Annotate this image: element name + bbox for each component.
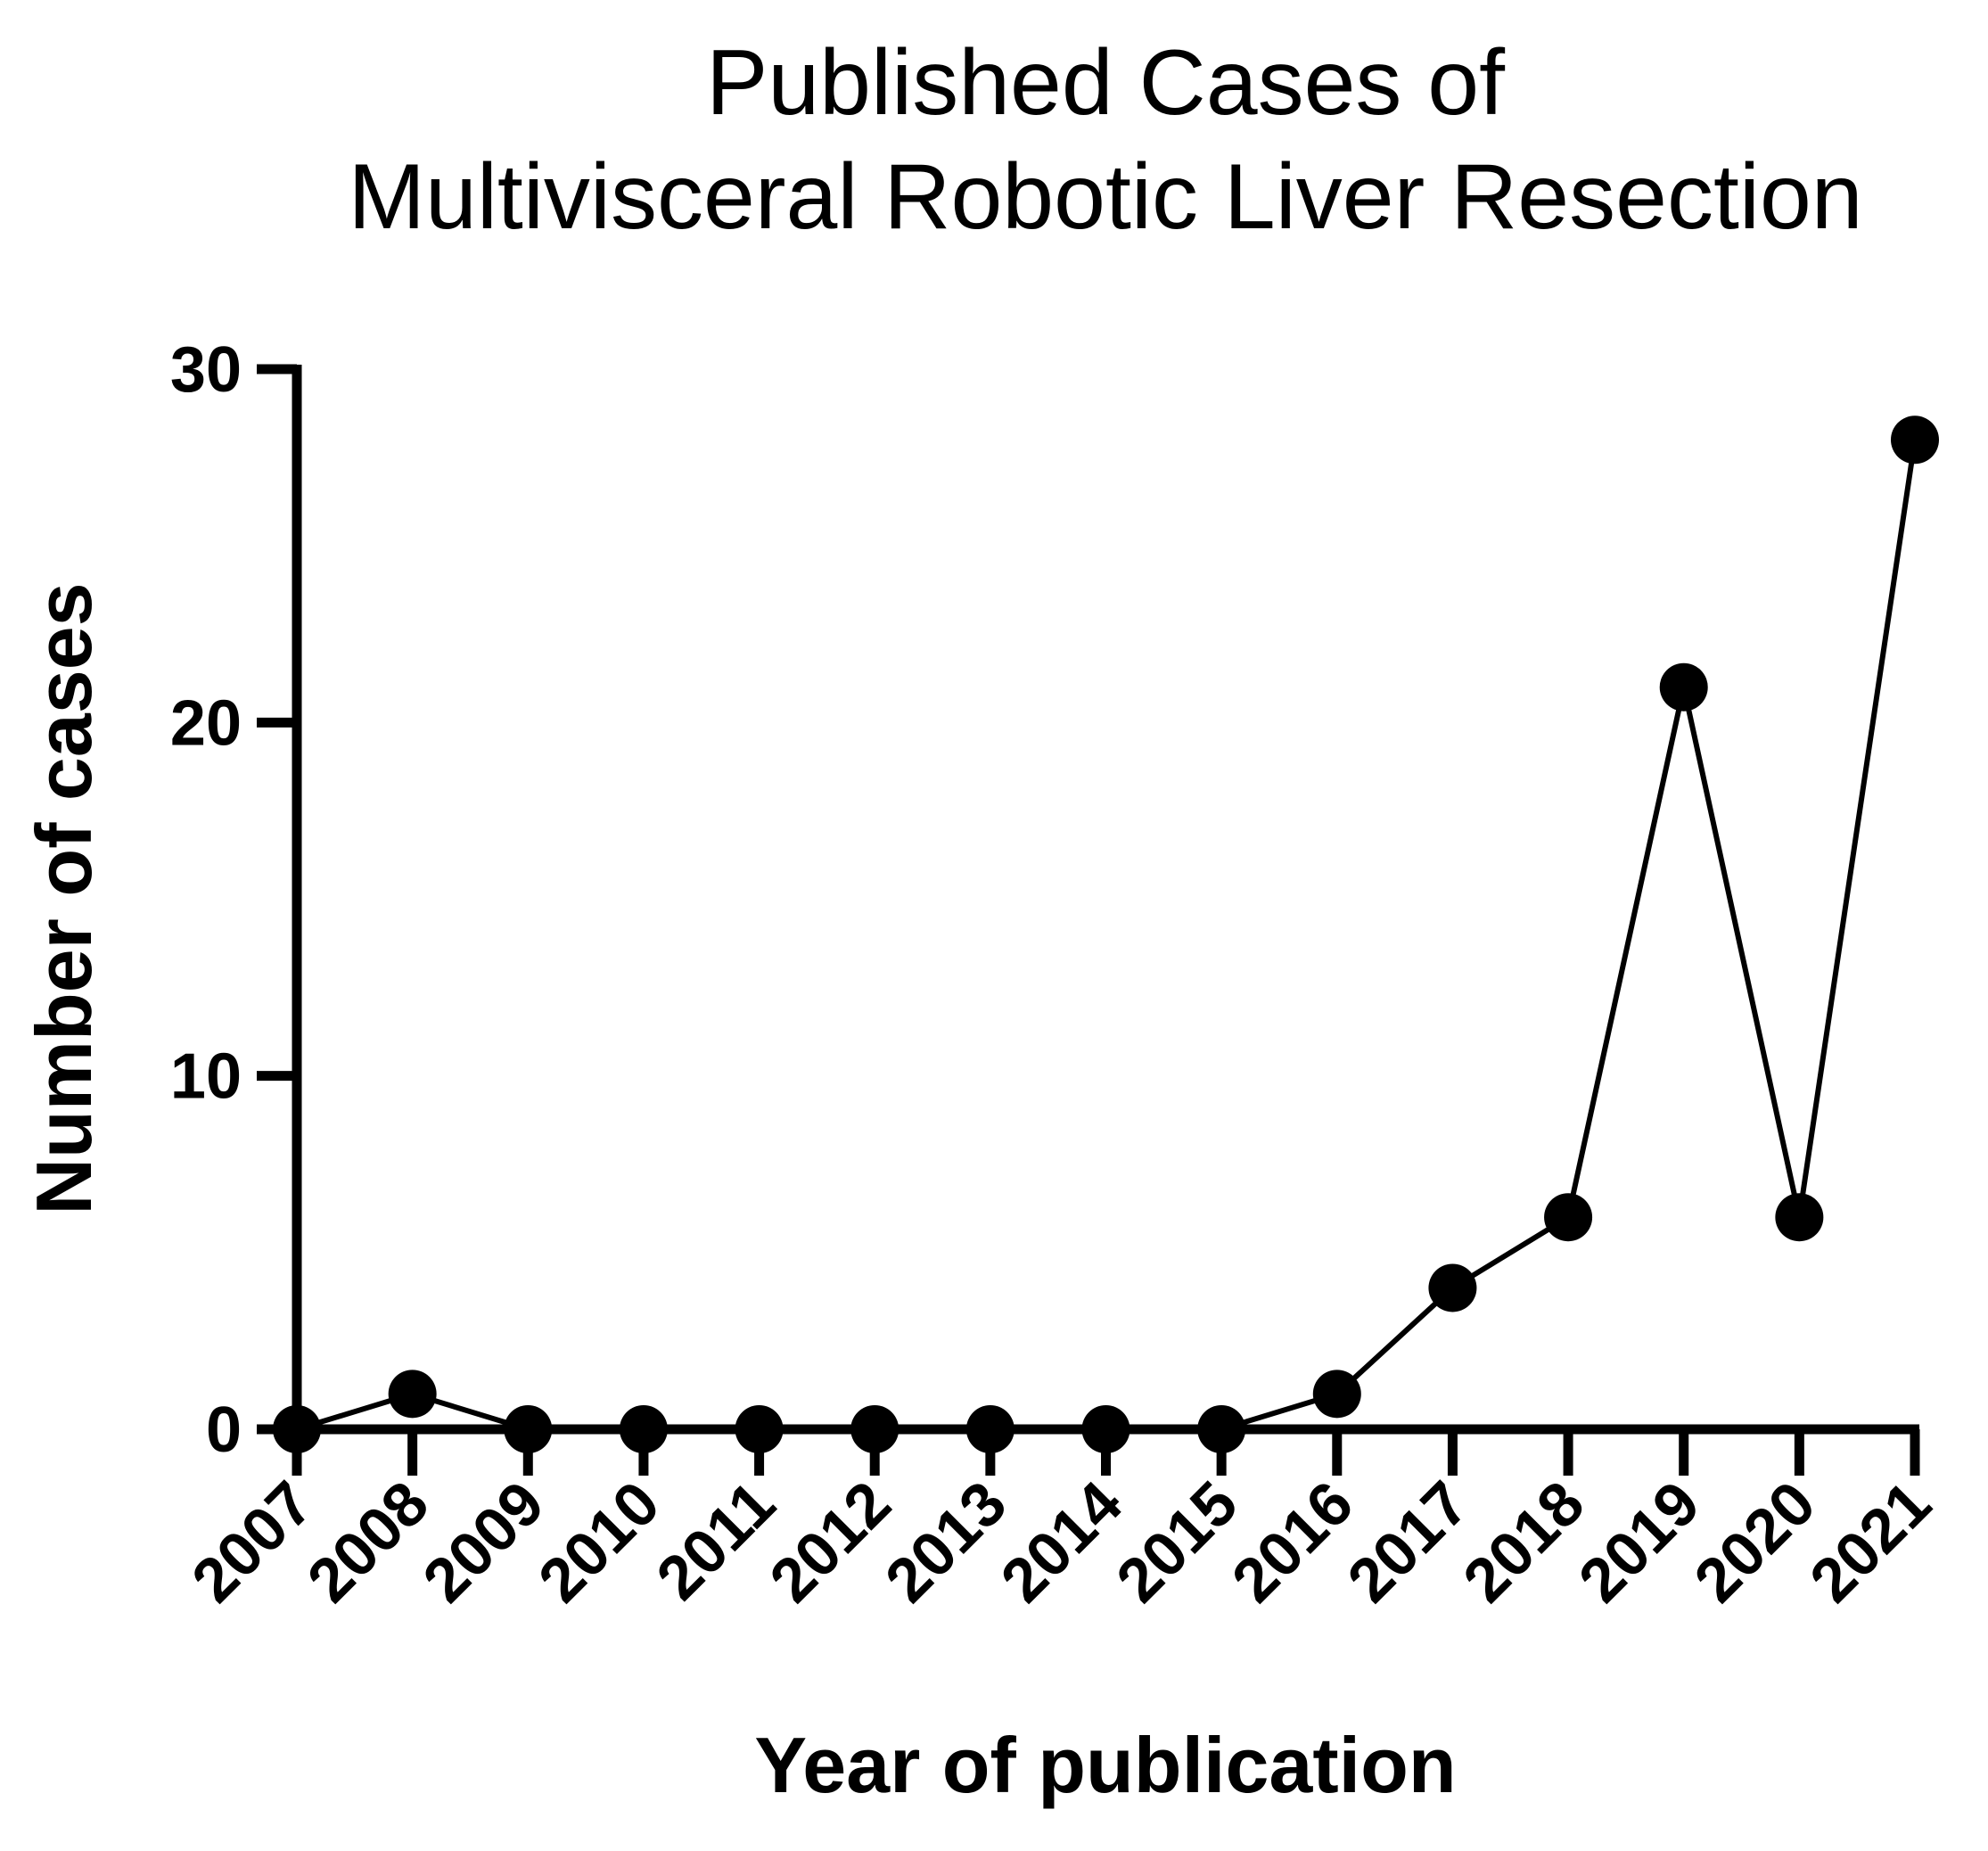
x-tick-label: 2007 xyxy=(178,1468,325,1615)
data-point xyxy=(1891,415,1939,465)
x-tick-label: 2008 xyxy=(294,1468,441,1615)
x-tick-label: 2011 xyxy=(644,1468,789,1613)
data-point xyxy=(850,1405,900,1453)
chart-title: Multivisceral Robotic Liver Resection xyxy=(348,145,1862,249)
x-tick-label: 2015 xyxy=(1103,1468,1250,1615)
y-tick-label: 30 xyxy=(170,334,242,406)
y-tick-label: 0 xyxy=(206,1394,242,1466)
data-point xyxy=(273,1405,321,1453)
data-point xyxy=(619,1405,668,1453)
x-tick-label: 2010 xyxy=(525,1468,672,1615)
x-tick-label: 2020 xyxy=(1681,1468,1828,1615)
x-tick-label: 2018 xyxy=(1450,1468,1597,1615)
x-tick-label: 2019 xyxy=(1565,1468,1713,1615)
y-axis-label: Number of cases xyxy=(20,582,108,1214)
x-tick-label: 2017 xyxy=(1335,1468,1482,1615)
data-point xyxy=(1312,1370,1361,1419)
data-point xyxy=(965,1405,1015,1453)
chart-title: Published Cases of xyxy=(706,31,1506,135)
x-tick-label: 2012 xyxy=(757,1468,904,1615)
data-point xyxy=(735,1405,784,1453)
x-tick-label: 2009 xyxy=(410,1468,557,1615)
x-axis-label: Year of publication xyxy=(754,1721,1456,1809)
x-tick-label: 2021 xyxy=(1796,1468,1943,1615)
data-point xyxy=(1081,1405,1130,1453)
x-tick-label: 2014 xyxy=(988,1468,1135,1615)
x-tick-label: 2016 xyxy=(1219,1468,1366,1615)
data-point xyxy=(1544,1193,1593,1242)
data-line xyxy=(296,439,1918,1432)
data-point xyxy=(1428,1263,1477,1312)
data-point xyxy=(1775,1193,1824,1242)
x-tick-label: 2013 xyxy=(872,1468,1019,1615)
y-tick-label: 10 xyxy=(170,1041,242,1113)
data-point xyxy=(1659,662,1708,712)
y-tick-label: 20 xyxy=(170,687,242,759)
data-point xyxy=(504,1405,553,1453)
data-point xyxy=(1197,1405,1246,1453)
data-point xyxy=(388,1370,437,1419)
